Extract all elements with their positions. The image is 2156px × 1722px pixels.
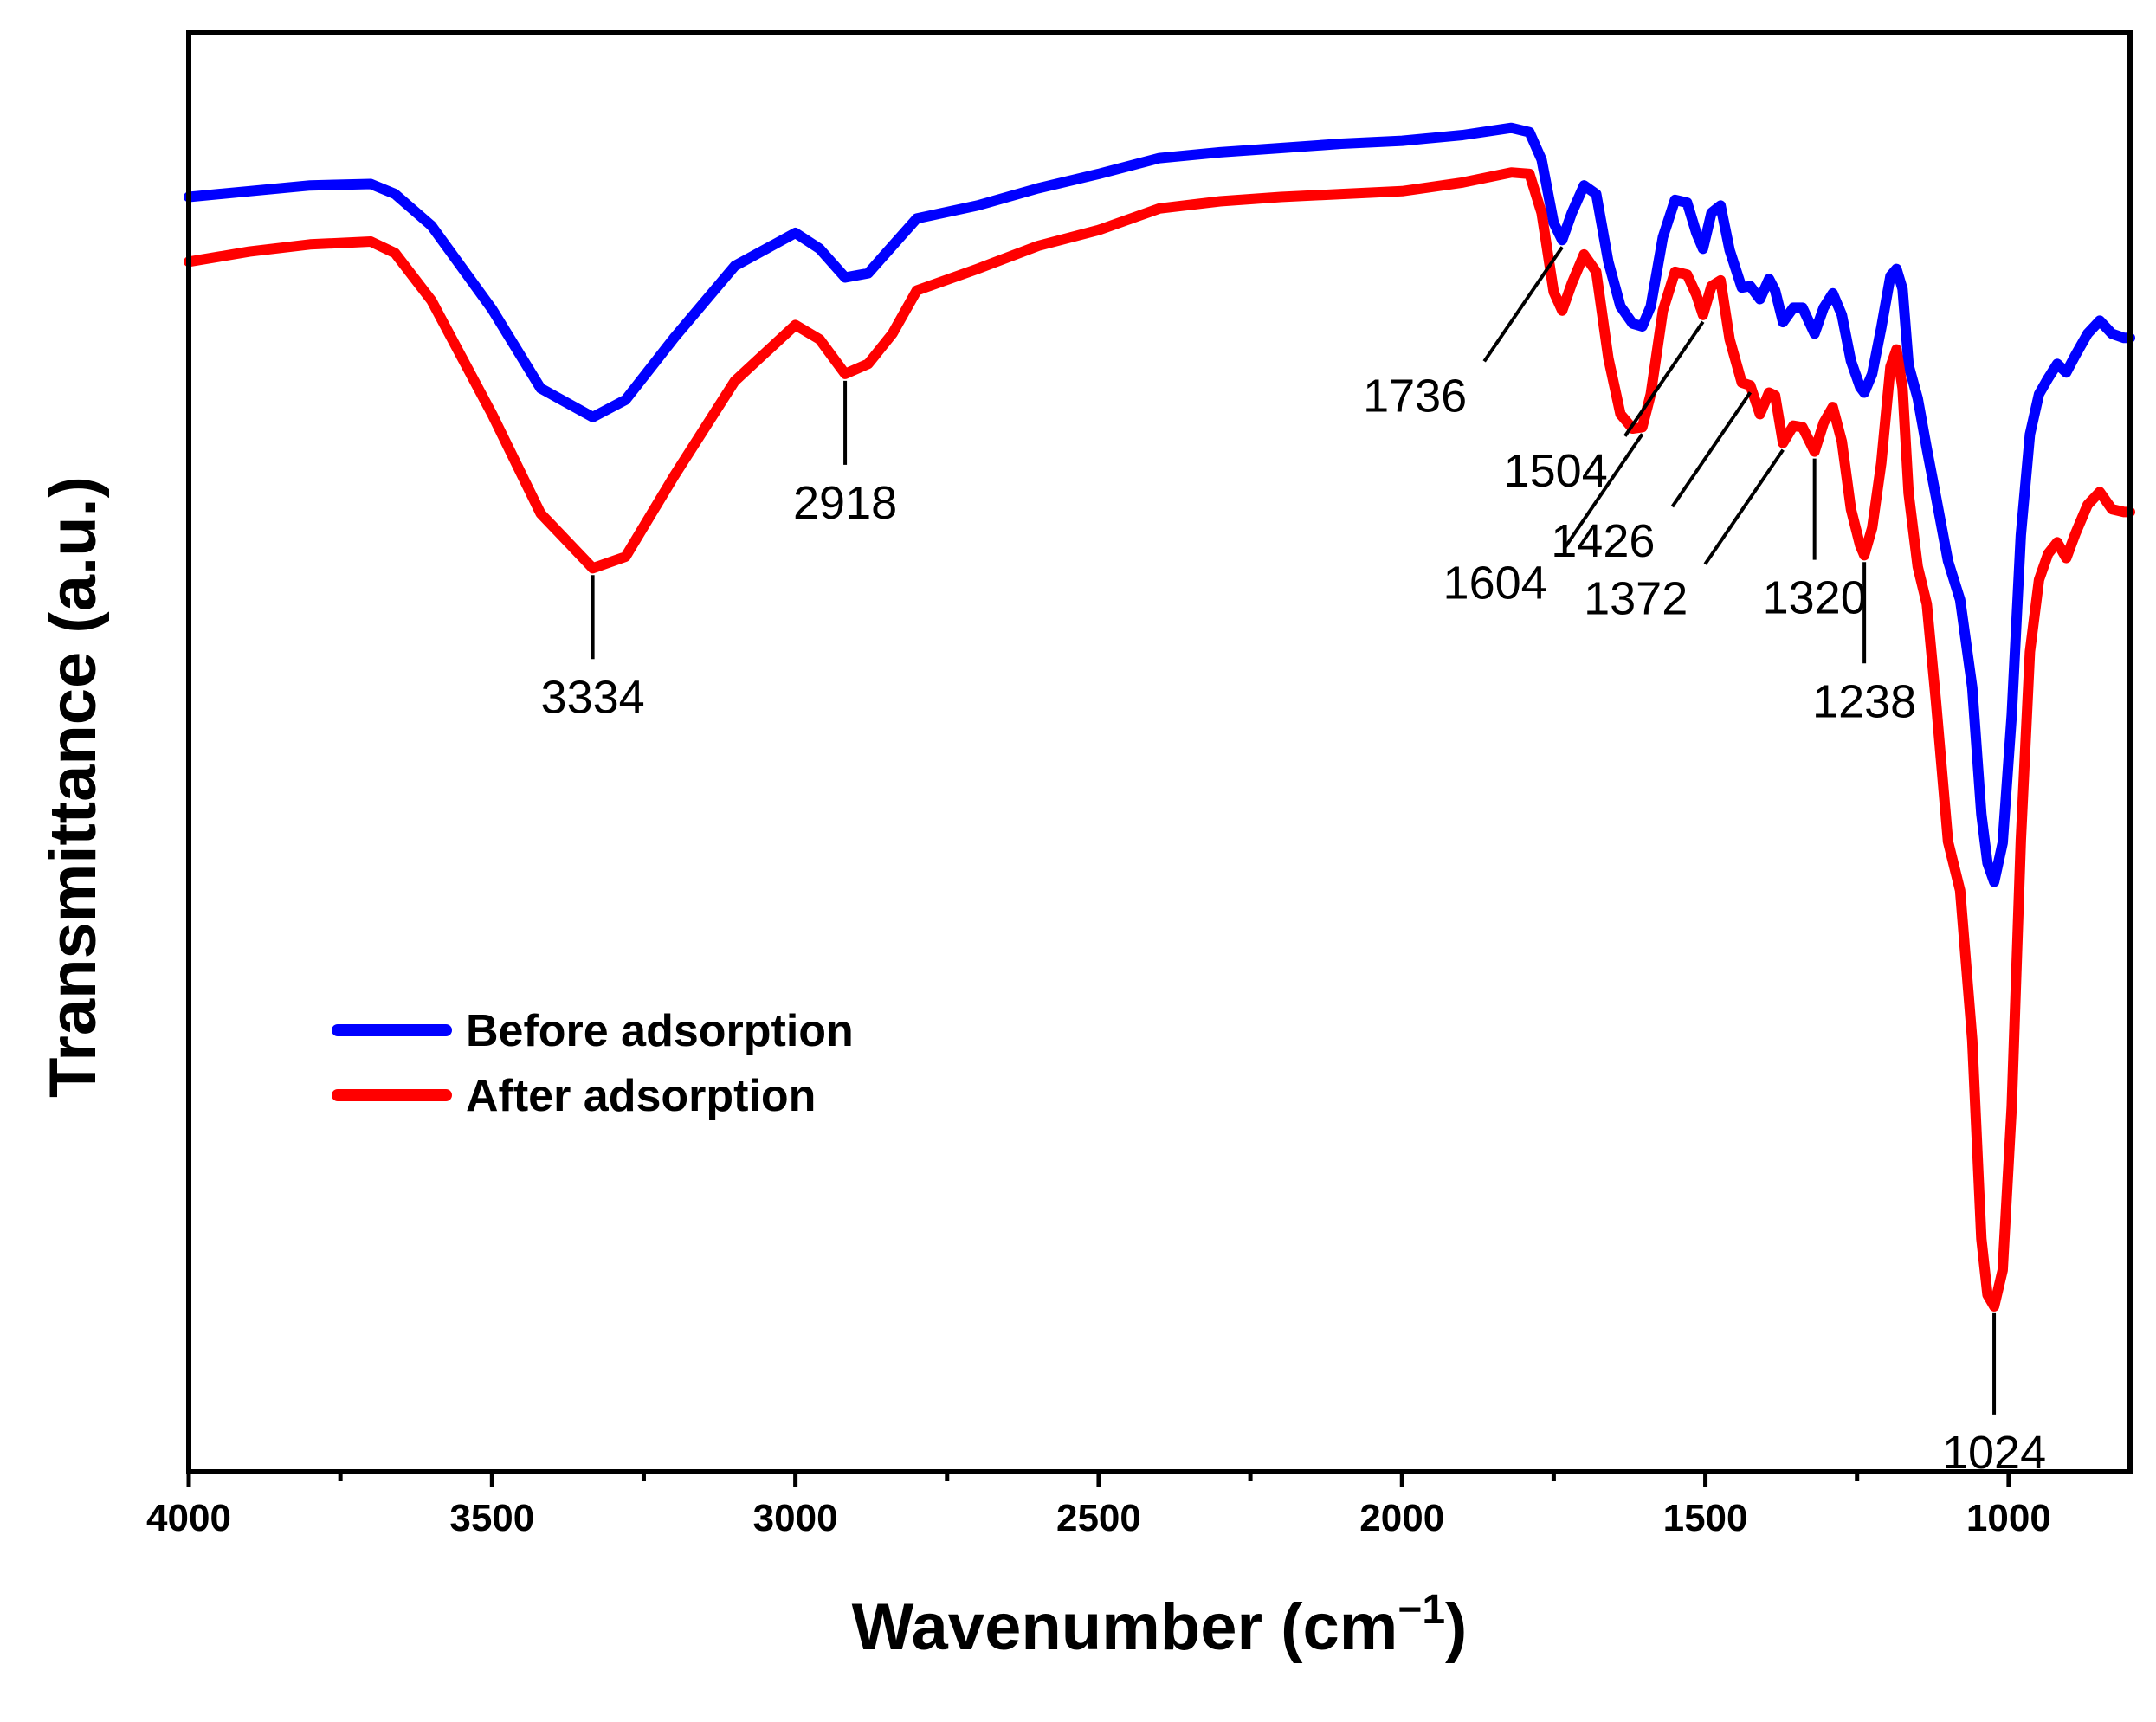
plot-frame: [186, 30, 2133, 1474]
x-axis-title: Wavenumber (cm−1): [852, 1587, 1468, 1664]
peak-label-1426: 1426: [1551, 515, 1655, 567]
x-tick-label: 1000: [1966, 1497, 2051, 1539]
peak-label-1504: 1504: [1504, 445, 1608, 497]
x-axis-title-main: Wavenumber (cm: [852, 1590, 1398, 1664]
series-line-0: [184, 122, 2135, 887]
peak-leader-1604: [1563, 433, 1644, 550]
peak-leader-1504: [1623, 320, 1705, 437]
x-tick-label: 4000: [146, 1497, 231, 1539]
x-tick-label: 2500: [1056, 1497, 1141, 1539]
peak-label-3334: 3334: [541, 671, 645, 723]
peak-leader-1372: [1703, 448, 1785, 565]
x-axis-title-superscript: −1: [1398, 1587, 1445, 1633]
peak-label-1238: 1238: [1812, 675, 1916, 727]
peak-label-1604: 1604: [1443, 557, 1547, 609]
x-axis-title-close: ): [1445, 1590, 1467, 1664]
peak-label-1736: 1736: [1363, 370, 1467, 422]
legend-label-after: After adsorption: [466, 1071, 816, 1121]
series-line-1: [184, 167, 2135, 1312]
x-tick-label: 2000: [1359, 1497, 1444, 1539]
peak-label-2918: 2918: [793, 477, 897, 529]
x-axis-tick-labels: 4000 3500 3000 2500 2000 1500 1000: [146, 1497, 2051, 1539]
peak-label-1372: 1372: [1584, 573, 1688, 625]
legend: Before adsorption After adsorption: [332, 1006, 854, 1121]
x-tick-label: 3500: [449, 1497, 534, 1539]
x-tick-label: 1500: [1663, 1497, 1748, 1539]
x-tick-label: 3000: [753, 1497, 838, 1539]
peak-leader-1736: [1482, 246, 1564, 363]
series-layer: [184, 122, 2135, 1312]
peak-label-1320: 1320: [1763, 572, 1867, 624]
x-axis-ticks: [186, 1472, 2011, 1487]
y-axis-title: Transmittance (a.u.): [36, 476, 110, 1098]
peak-leader-1426: [1670, 391, 1753, 508]
legend-label-before: Before adsorption: [466, 1006, 854, 1056]
